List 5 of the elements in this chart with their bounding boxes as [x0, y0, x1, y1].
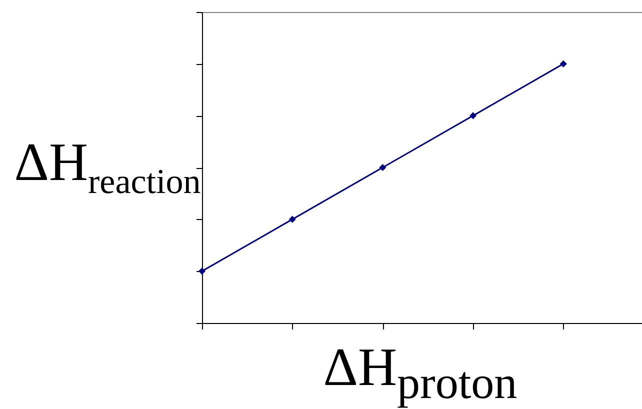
point: [198, 268, 206, 275]
point: [470, 112, 477, 120]
point: [288, 216, 296, 223]
point: [379, 164, 386, 172]
point: [560, 60, 567, 68]
